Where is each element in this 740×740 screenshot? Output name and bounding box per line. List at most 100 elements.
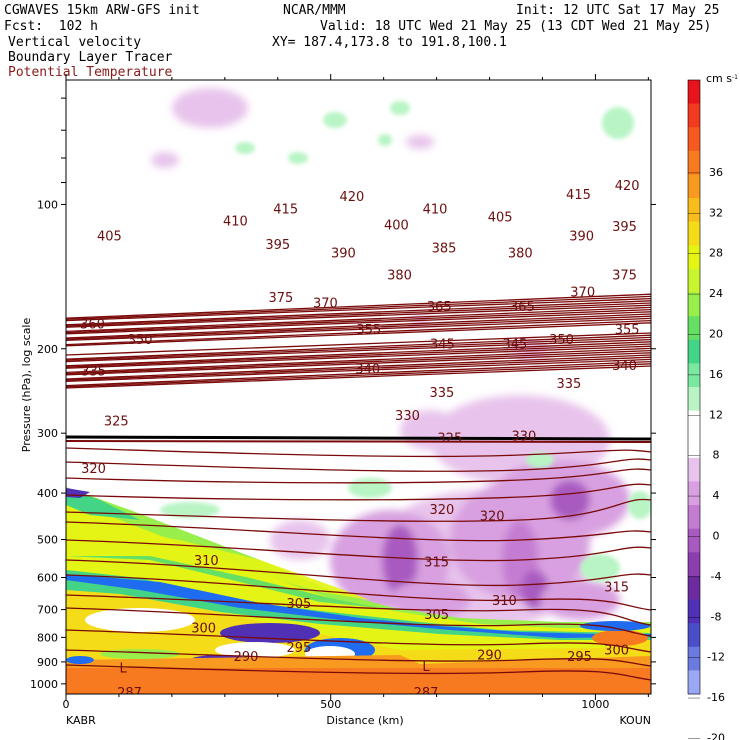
theta-contour bbox=[66, 649, 651, 667]
theta-contour bbox=[66, 354, 651, 380]
theta-contour-label: 330 bbox=[512, 429, 537, 444]
theta-contour-label: 385 bbox=[432, 242, 457, 257]
theta-contour bbox=[66, 468, 651, 484]
colorbar-tick-label: 28 bbox=[709, 247, 723, 260]
colorbar-tick-label: 24 bbox=[709, 287, 723, 300]
theta-contour-label: 345 bbox=[430, 338, 455, 353]
colorbar-tick-label: 0 bbox=[713, 529, 720, 542]
theta-contour bbox=[66, 302, 651, 327]
colorbar-tick-label: 32 bbox=[709, 206, 723, 219]
theta-contour bbox=[66, 317, 651, 342]
theta-contour-label: 300 bbox=[604, 644, 629, 659]
theta-contour bbox=[66, 315, 651, 340]
colorbar-tick-label: 20 bbox=[709, 327, 723, 340]
theta-contour-label: 390 bbox=[331, 247, 356, 262]
theta-contour-label: 360 bbox=[80, 317, 105, 332]
theta-contour bbox=[66, 347, 651, 374]
field-vertical-velocity: Vertical velocity bbox=[8, 35, 142, 50]
theta-contour-label: 305 bbox=[424, 608, 449, 623]
theta-contour bbox=[66, 297, 651, 322]
y-axis: 100 200 300 400 500 600 700 800 900 1000 bbox=[30, 97, 656, 691]
theta-contour bbox=[66, 319, 651, 346]
theta-contour bbox=[66, 334, 651, 360]
cross-section-endpoints: XY= 187.4,173.8 to 191.8,100.1 bbox=[272, 35, 507, 50]
theta-contour bbox=[66, 483, 651, 501]
theta-contour-label: 405 bbox=[97, 229, 122, 244]
theta-contour-label: 405 bbox=[488, 211, 513, 226]
theta-contour bbox=[66, 338, 651, 363]
model-title: CGWAVES 15km ARW-GFS init bbox=[4, 3, 200, 18]
theta-contour-label: 305 bbox=[287, 597, 312, 612]
colorbar-tick-label: -8 bbox=[711, 610, 722, 623]
theta-contour bbox=[66, 345, 651, 369]
colorbar-tick-label: 36 bbox=[709, 166, 723, 179]
theta-contour bbox=[66, 365, 651, 389]
theta-contour-label: 295 bbox=[287, 641, 312, 656]
theta-contour-label: 340 bbox=[612, 359, 637, 374]
theta-contour-label: 395 bbox=[612, 220, 637, 235]
theta-contour-label: 380 bbox=[508, 247, 533, 262]
theta-contour-label: 320 bbox=[81, 462, 106, 477]
theta-contour bbox=[66, 629, 651, 653]
colorbar-swatch bbox=[688, 150, 700, 175]
left-station-label: KABR bbox=[66, 714, 96, 727]
theta-contour bbox=[66, 358, 651, 383]
theta-contour-label: 330 bbox=[395, 409, 420, 424]
colorbar-swatch bbox=[688, 481, 700, 506]
init-time: Init: 12 UTC Sat 17 May 25 bbox=[516, 3, 720, 18]
theta-contour bbox=[66, 664, 651, 681]
theta-contour bbox=[66, 313, 651, 339]
colorbar-tick-label: 12 bbox=[709, 408, 723, 421]
colorbar-swatch bbox=[688, 339, 700, 364]
colorbar-tick-label: 4 bbox=[713, 489, 720, 502]
theta-contour-label: 415 bbox=[566, 188, 591, 203]
y-axis-label: Pressure (hPa), log scale bbox=[20, 318, 33, 453]
pbl-low-marker: L bbox=[422, 660, 430, 675]
theta-contour bbox=[66, 352, 651, 376]
theta-contour-label: 420 bbox=[615, 179, 640, 194]
colorbar-swatch bbox=[688, 410, 700, 435]
theta-contour bbox=[66, 349, 651, 375]
colorbar-swatch bbox=[688, 198, 700, 223]
colorbar-frame bbox=[687, 79, 701, 695]
theta-contour-label: 420 bbox=[339, 190, 364, 205]
colorbar-swatch bbox=[688, 552, 700, 577]
colorbar-swatch bbox=[688, 221, 700, 246]
potential-temperature-labels: 420 405 410 415 420 415 410 400 405 395 390 385 380 3… bbox=[80, 179, 640, 701]
colorbar-tick-label: -20 bbox=[707, 731, 725, 740]
colorbar-swatch bbox=[688, 316, 700, 341]
colorbar-swatch bbox=[688, 599, 700, 624]
pbl-low-marker: L bbox=[120, 662, 128, 677]
colorbar-swatch bbox=[688, 174, 700, 199]
colorbar-unit: cm s-1 bbox=[706, 72, 738, 85]
y-tick-label: 400 bbox=[37, 487, 58, 500]
y-tick-label: 100 bbox=[37, 198, 58, 211]
colorbar-tick-label: 8 bbox=[713, 449, 720, 462]
theta-contour-label: 315 bbox=[604, 580, 629, 595]
theta-contour-label: 375 bbox=[612, 269, 637, 284]
colorbar-swatch bbox=[688, 528, 700, 553]
theta-contour-label: 375 bbox=[269, 291, 294, 306]
plot-frame bbox=[65, 79, 652, 695]
theta-contour bbox=[66, 341, 651, 367]
theta-contour-label: 390 bbox=[569, 229, 594, 244]
theta-contour-label: 365 bbox=[427, 300, 452, 315]
theta-contour bbox=[66, 308, 651, 334]
theta-contour-label: 355 bbox=[615, 323, 640, 338]
colorbar-swatch bbox=[688, 363, 700, 388]
theta-contour-label: 315 bbox=[424, 555, 449, 570]
y-tick-label: 800 bbox=[37, 631, 58, 644]
theta-contour-label: 287 bbox=[414, 686, 439, 701]
theta-contour bbox=[66, 336, 651, 362]
theta-contour bbox=[66, 343, 651, 368]
x-axis-label: Distance (km) bbox=[326, 714, 403, 727]
theta-contour bbox=[66, 322, 651, 347]
y-tick-label: 500 bbox=[37, 534, 58, 547]
theta-contour-label: 325 bbox=[104, 414, 129, 429]
x-axis: 0 500 1000 bbox=[63, 74, 649, 711]
theta-contour-tropopause bbox=[66, 435, 651, 441]
x-tick-label: 500 bbox=[320, 698, 341, 711]
theta-contour-label: 320 bbox=[480, 509, 505, 524]
y-tick-label: 700 bbox=[37, 604, 58, 617]
theta-contour bbox=[66, 306, 651, 333]
